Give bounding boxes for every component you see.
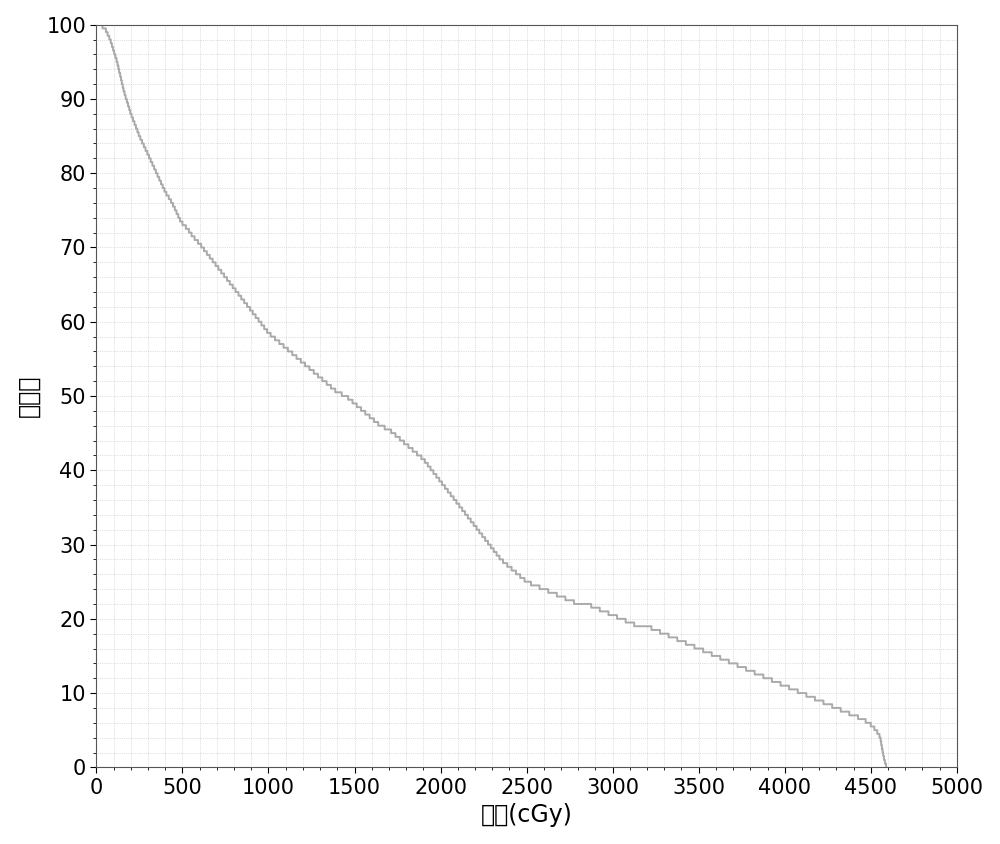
X-axis label: 剂量(cGy): 剂量(cGy)	[481, 803, 573, 827]
Y-axis label: 百分比: 百分比	[17, 375, 41, 417]
